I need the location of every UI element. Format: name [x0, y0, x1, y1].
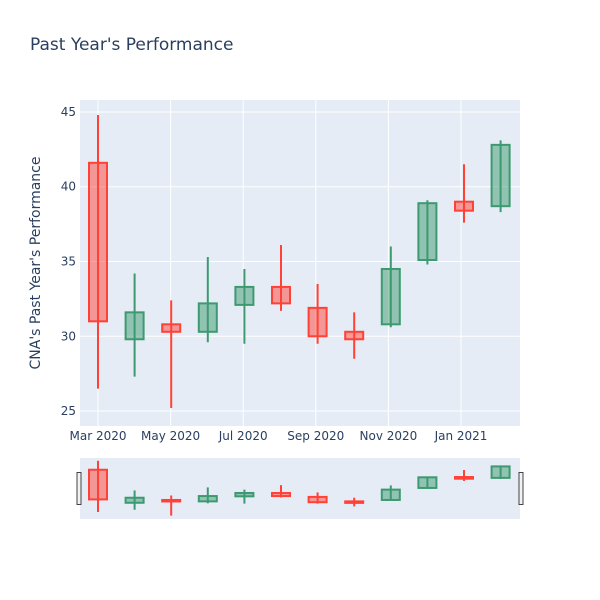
x-tick-label: Jul 2020 — [218, 429, 268, 443]
chart-title: Past Year's Performance — [30, 35, 234, 55]
candles — [88, 114, 511, 409]
candle — [124, 273, 145, 377]
slider-candle-body — [234, 491, 255, 498]
x-tick-label: May 2020 — [141, 429, 200, 443]
candle-body — [307, 306, 328, 338]
candle-body — [380, 267, 401, 326]
slider-candle-body — [271, 491, 291, 498]
candle — [490, 140, 511, 213]
main-plot-area — [80, 100, 520, 426]
slider-candle — [161, 495, 182, 516]
candle — [454, 164, 474, 223]
candle-body — [197, 302, 218, 333]
candle-body — [124, 311, 145, 341]
slider-candle-body — [197, 495, 218, 503]
candle — [161, 300, 182, 409]
y-axis-ticks: 25 30 35 40 45 — [61, 105, 76, 418]
slider-candle — [307, 492, 328, 504]
candle-body — [161, 323, 182, 333]
range-slider-right-handle[interactable] — [518, 472, 524, 505]
y-axis-label: CNA's Past Year's Performance — [28, 157, 44, 370]
candle — [88, 114, 108, 389]
candle-body — [344, 330, 365, 341]
slider-candle-body — [490, 465, 511, 479]
slider-candle-body — [454, 476, 474, 480]
slider-candle-body — [307, 495, 328, 504]
slider-candle-body — [344, 500, 365, 504]
slider-candle-body — [417, 476, 438, 489]
range-slider-left-handle[interactable] — [76, 472, 82, 505]
slider-candle — [197, 487, 218, 504]
candle — [307, 283, 328, 344]
slider-candle-body — [124, 496, 145, 504]
slider-candle — [417, 476, 438, 489]
candle-body — [417, 202, 438, 262]
slider-candle — [490, 465, 511, 479]
candle — [234, 268, 255, 344]
candle — [344, 312, 365, 359]
slider-candle — [380, 485, 401, 501]
slider-candle — [344, 497, 365, 507]
candle — [417, 200, 438, 265]
slider-candle — [454, 470, 474, 481]
range-slider-candles — [88, 460, 511, 516]
candle — [380, 246, 401, 328]
slider-candle — [124, 490, 145, 510]
range-slider[interactable] — [80, 458, 520, 519]
candle-body — [271, 285, 291, 305]
y-tick-label: 45 — [61, 105, 76, 119]
x-tick-label: Sep 2020 — [287, 429, 344, 443]
candle-body — [490, 143, 511, 208]
y-tick-label: 25 — [61, 404, 76, 418]
x-axis-ticks: Mar 2020 May 2020 Jul 2020 Sep 2020 Nov 2020… — [70, 429, 488, 443]
slider-candle-body — [88, 468, 108, 501]
candle-body — [88, 161, 108, 323]
slider-candle — [88, 460, 108, 513]
candle-body — [234, 285, 255, 306]
y-tick-label: 40 — [61, 180, 76, 194]
x-tick-label: Mar 2020 — [70, 429, 127, 443]
slider-candle-body — [380, 488, 401, 501]
candle-body — [454, 200, 474, 212]
candle — [197, 257, 218, 343]
slider-candle-body — [161, 498, 182, 503]
y-tick-label: 30 — [61, 329, 76, 343]
slider-candle — [271, 485, 291, 498]
y-gridlines — [80, 111, 520, 412]
x-tick-label: Nov 2020 — [360, 429, 418, 443]
candle — [271, 245, 291, 311]
y-tick-label: 35 — [61, 255, 76, 269]
x-tick-label: Jan 2021 — [434, 429, 488, 443]
slider-candle — [234, 489, 255, 504]
